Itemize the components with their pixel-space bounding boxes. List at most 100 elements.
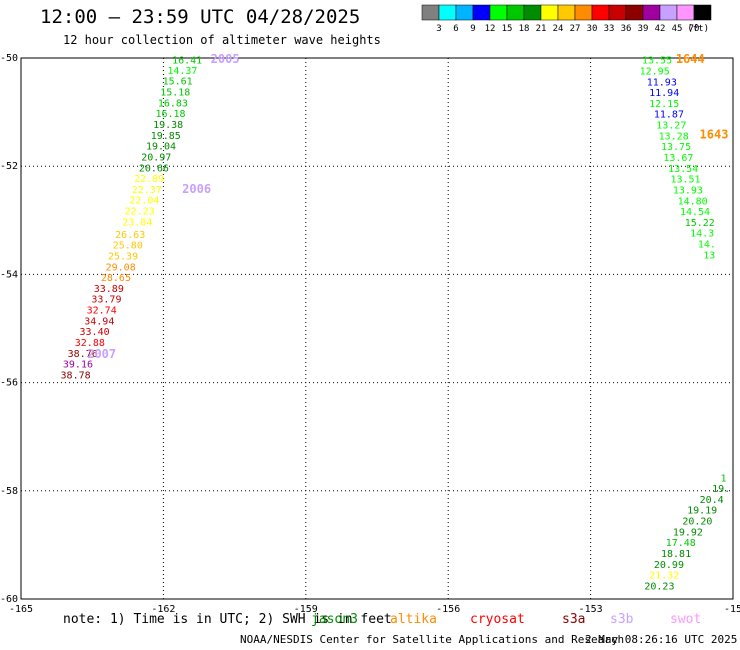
chart-title: 12:00 – 23:59 UTC 04/28/2025 [40, 6, 361, 28]
colorbar-label: 15 [502, 24, 513, 34]
colorbar-swatch [659, 4, 678, 21]
wave-height-point: 13.27 [656, 121, 686, 132]
wave-height-point: 11.93 [647, 77, 677, 88]
credit-text: NOAA/NESDIS Center for Satellite Applica… [240, 633, 625, 646]
colorbar-label: 21 [536, 24, 547, 34]
wave-height-point: 25.39 [108, 251, 138, 262]
colorbar-label: 45 [672, 24, 683, 34]
time-label: 2007 [87, 347, 116, 361]
wave-height-point: 12.95 [640, 66, 670, 77]
colorbar-swatch [421, 4, 440, 21]
wave-height-point: 32.74 [87, 306, 117, 317]
colorbar-label: 27 [570, 24, 581, 34]
wave-height-point: 11.94 [649, 88, 679, 99]
wave-height-point: 19.19 [687, 506, 717, 517]
x-tick-label: -162 [151, 604, 175, 615]
wave-height-point: 12.15 [649, 99, 679, 110]
wave-height-point: 16.18 [155, 109, 185, 120]
wave-height-point: 20.4 [700, 495, 724, 506]
colorbar-label: 42 [655, 24, 666, 34]
colorbar-swatch [506, 4, 525, 21]
wave-height-point: 19.92 [673, 527, 703, 538]
wave-height-point: 13.51 [670, 175, 700, 186]
y-tick-label: -50 [0, 53, 18, 64]
wave-height-point: 15.18 [160, 88, 190, 99]
time-label: 1643 [700, 128, 729, 142]
colorbar-label: 12 [485, 24, 496, 34]
wave-height-point: 15.22 [685, 218, 715, 229]
x-tick-label: -153 [579, 604, 603, 615]
colorbar-swatch [642, 4, 661, 21]
wave-height-point: 23.84 [122, 217, 152, 228]
wave-height-point: 18.81 [661, 549, 691, 560]
wave-height-point: 13.67 [663, 153, 693, 164]
wave-height-point: 13 [703, 250, 715, 261]
wave-height-point: 38.78 [61, 370, 91, 381]
time-label: 2006 [182, 182, 211, 196]
colorbar-label: 24 [553, 24, 564, 34]
wave-height-point: 14. [698, 240, 716, 251]
y-tick-label: -56 [0, 378, 18, 389]
wave-height-point: 20.23 [644, 581, 674, 592]
wave-height-point: 25.80 [113, 241, 143, 252]
colorbar-label: 6 [453, 24, 458, 34]
colorbar-label: 36 [621, 24, 632, 34]
wave-height-point: 19. [712, 484, 730, 495]
wave-height-point: 33.89 [94, 284, 124, 295]
colorbar-swatch [472, 4, 491, 21]
x-tick-label: -156 [436, 604, 460, 615]
wave-height-point: 28.65 [101, 273, 131, 284]
wave-height-point: 19.85 [151, 131, 181, 142]
colorbar-label: 3 [436, 24, 441, 34]
wave-height-point: 33.79 [91, 295, 121, 306]
colorbar-swatch [540, 4, 559, 21]
legend-swot: swot [670, 612, 702, 627]
colorbar-label: 9 [470, 24, 475, 34]
colorbar-swatch [625, 4, 644, 21]
wave-height-point: 13.28 [659, 131, 689, 142]
wave-height-point: 39.16 [63, 360, 93, 371]
wave-height-point: 13.75 [661, 142, 691, 153]
colorbar-swatch [608, 4, 627, 21]
colorbar-label: 33 [604, 24, 615, 34]
wave-height-point: 13.54 [668, 164, 698, 175]
generated-timestamp: 2 May 08:26:16 UTC 2025 [585, 633, 738, 646]
y-tick-label: -52 [0, 161, 18, 172]
chart-subtitle: 12 hour collection of altimeter wave hei… [63, 33, 381, 47]
plot-frame [20, 57, 734, 600]
legend-s3a: s3a [562, 612, 586, 627]
wave-height-point: 29.08 [106, 262, 136, 273]
wave-height-point: 20.66 [139, 163, 169, 174]
wave-height-point: 22.04 [129, 196, 159, 207]
colorbar-label: 30 [587, 24, 598, 34]
wave-height-point: 14.80 [678, 196, 708, 207]
y-tick-label: -60 [0, 594, 18, 605]
x-tick-label: -15 [724, 604, 740, 615]
colorbar-swatch [591, 4, 610, 21]
x-tick-label: -165 [9, 604, 33, 615]
wave-height-point: 11.87 [654, 110, 684, 121]
wave-height-point: 22.89 [134, 174, 164, 185]
colorbar-swatch [557, 4, 576, 21]
wave-height-point: 22.37 [132, 185, 162, 196]
wave-height-point: 34.94 [84, 316, 114, 327]
wave-height-point: 33.40 [80, 327, 110, 338]
wave-height-point: 20.20 [682, 517, 712, 528]
wave-height-point: 1 [720, 473, 726, 484]
colorbar-swatch [574, 4, 593, 21]
colorbar-unit: (ft) [687, 24, 709, 34]
wave-height-point: 20.97 [141, 152, 171, 163]
colorbar-swatch [438, 4, 457, 21]
data-points: 16.4114.3715.6115.1816.8316.1819.3819.85… [61, 52, 731, 592]
wave-height-point: 32.88 [75, 338, 105, 349]
wave-height-point: 19.04 [146, 142, 176, 153]
colorbar-swatch [489, 4, 508, 21]
wave-height-point: 13.93 [673, 185, 703, 196]
wave-height-point: 19.38 [153, 120, 183, 131]
wave-height-point: 22.23 [125, 207, 155, 218]
colorbar-swatch [693, 4, 712, 21]
wave-height-point: 14.3 [690, 229, 714, 240]
wave-height-point: 16.41 [172, 56, 202, 67]
wave-height-point: 17.48 [666, 538, 696, 549]
